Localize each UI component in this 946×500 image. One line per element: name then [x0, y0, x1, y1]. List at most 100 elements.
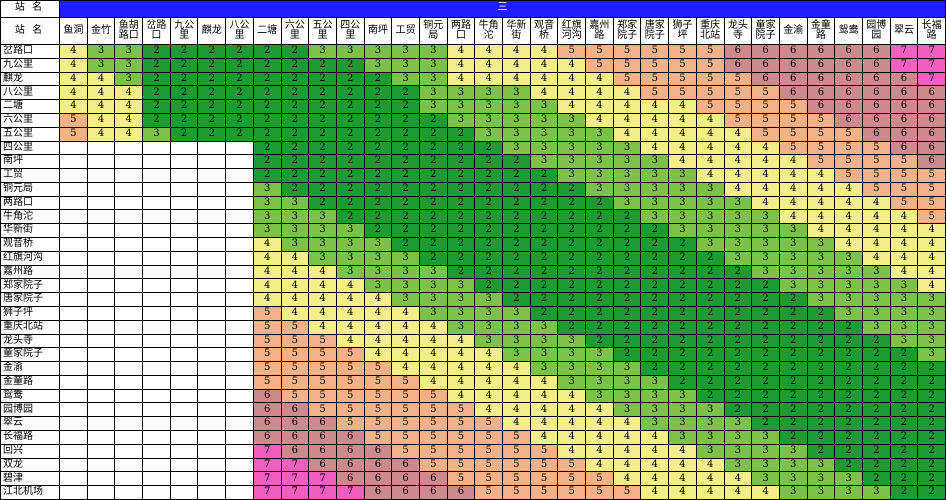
fare-cell: 5 — [392, 403, 420, 418]
fare-cell: 2 — [807, 362, 836, 376]
fare-cell: 4 — [309, 265, 337, 280]
fare-cell: 4 — [503, 45, 531, 59]
empty-cell — [198, 348, 227, 363]
fare-cell: 2 — [586, 334, 614, 349]
column-header: 长福 路 — [918, 18, 946, 45]
fare-cell: 2 — [586, 320, 614, 335]
fare-cell: 3 — [281, 210, 310, 225]
fare-cell: 6 — [862, 113, 891, 128]
empty-cell — [170, 417, 199, 432]
fare-cell: 2 — [253, 113, 282, 128]
empty-cell — [198, 444, 227, 459]
empty-cell — [87, 486, 116, 500]
fare-cell: 2 — [586, 279, 614, 294]
fare-cell: 2 — [503, 155, 531, 170]
fare-cell: 3 — [503, 86, 531, 101]
empty-cell — [170, 444, 199, 459]
fare-cell: 2 — [392, 238, 420, 252]
empty-cell — [87, 182, 116, 197]
fare-cell: 4 — [696, 169, 725, 183]
empty-cell — [115, 417, 144, 432]
fare-cell: 3 — [281, 238, 310, 252]
fare-cell: 4 — [779, 169, 808, 183]
empty-cell — [60, 348, 88, 363]
fare-cell: 2 — [475, 210, 503, 225]
fare-cell: 2 — [253, 169, 282, 183]
fare-cell: 2 — [669, 362, 697, 376]
fare-cell: 2 — [364, 155, 393, 170]
column-header: 六公 里 — [281, 18, 310, 45]
fare-cell: 4 — [779, 155, 808, 170]
fare-cell: 4 — [613, 100, 642, 114]
fare-cell: 2 — [558, 210, 587, 225]
fare-cell: 2 — [336, 210, 365, 225]
fare-cell: 5 — [807, 141, 836, 156]
fare-cell: 5 — [281, 348, 310, 363]
fare-cell: 2 — [198, 113, 227, 128]
fare-cell: 5 — [475, 417, 503, 432]
empty-cell — [60, 251, 88, 266]
fare-cell: 2 — [862, 444, 891, 459]
fare-cell: 2 — [669, 265, 697, 280]
fare-cell: 2 — [364, 72, 393, 87]
fare-cell: 6 — [890, 100, 919, 114]
fare-cell: 3 — [503, 100, 531, 114]
fare-cell: 5 — [392, 389, 420, 404]
empty-cell — [170, 458, 199, 473]
fare-cell: 2 — [669, 251, 697, 266]
fare-cell: 4 — [586, 431, 614, 445]
fare-cell: 2 — [419, 251, 448, 266]
fare-cell: 4 — [752, 486, 780, 500]
fare-cell: 5 — [336, 375, 365, 390]
fare-cell: 2 — [918, 417, 946, 432]
fare-cell: 4 — [890, 265, 919, 280]
row-header: 龙头寺 — [0, 334, 60, 349]
fare-cell: 4 — [669, 141, 697, 156]
fare-cell: 2 — [641, 238, 670, 252]
fare-cell: 2 — [558, 238, 587, 252]
empty-cell — [87, 265, 116, 280]
fare-cell: 2 — [447, 196, 476, 211]
fare-cell: 2 — [641, 265, 670, 280]
fare-cell: 4 — [447, 375, 476, 390]
fare-cell: 3 — [419, 100, 448, 114]
fare-cell: 3 — [586, 362, 614, 376]
row-header: 园博园 — [0, 403, 60, 418]
fare-cell: 6 — [392, 486, 420, 500]
fare-cell: 3 — [253, 196, 282, 211]
empty-cell — [115, 293, 144, 307]
column-header: 鱼胡 路口 — [115, 18, 144, 45]
empty-cell — [143, 210, 171, 225]
fare-cell: 2 — [779, 375, 808, 390]
fare-cell: 6 — [835, 72, 863, 87]
fare-cell: 3 — [475, 320, 503, 335]
fare-cell: 4 — [641, 431, 670, 445]
fare-cell: 3 — [613, 196, 642, 211]
fare-cell: 4 — [115, 100, 144, 114]
empty-cell — [87, 141, 116, 156]
fare-cell: 4 — [309, 320, 337, 335]
column-header: 工贸 — [392, 18, 420, 45]
fare-cell: 2 — [696, 334, 725, 349]
fare-cell: 2 — [918, 486, 946, 500]
fare-cell: 5 — [475, 444, 503, 459]
empty-cell — [143, 238, 171, 252]
fare-cell: 3 — [309, 210, 337, 225]
fare-cell: 4 — [364, 348, 393, 363]
fare-cell: 2 — [530, 196, 559, 211]
corner-label-bottom: 站 名 — [0, 18, 60, 45]
empty-cell — [198, 251, 227, 266]
empty-cell — [143, 417, 171, 432]
empty-cell — [143, 458, 171, 473]
empty-cell — [143, 224, 171, 239]
fare-cell: 3 — [419, 279, 448, 294]
empty-cell — [143, 251, 171, 266]
fare-cell: 3 — [309, 251, 337, 266]
fare-cell: 4 — [586, 403, 614, 418]
fare-cell: 5 — [309, 334, 337, 349]
fare-cell: 5 — [696, 45, 725, 59]
fare-cell: 2 — [641, 279, 670, 294]
fare-cell: 2 — [198, 86, 227, 101]
fare-cell: 5 — [253, 375, 282, 390]
fare-cell: 2 — [503, 182, 531, 197]
